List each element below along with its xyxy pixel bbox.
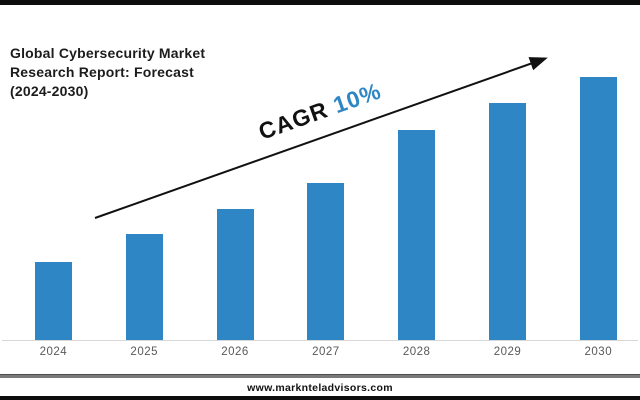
bar-2028	[398, 130, 436, 340]
x-axis-label-2028: 2028	[402, 346, 431, 358]
bar-2029	[489, 103, 526, 340]
x-axis-label-2024: 2024	[39, 346, 68, 358]
footer-website: www.marknteladvisors.com	[247, 382, 393, 394]
bar-2026	[216, 209, 254, 340]
bar-2027	[307, 183, 345, 340]
top-border-bar	[0, 0, 640, 5]
bar-2025	[125, 234, 163, 340]
x-axis-label-2026: 2026	[221, 346, 249, 358]
bar-2024	[34, 262, 72, 340]
bottom-border-bar	[0, 396, 640, 400]
bar-2030	[579, 77, 617, 340]
x-axis-label-2025: 2025	[130, 346, 159, 358]
x-axis-line	[2, 340, 638, 341]
x-axis-label-2027: 2027	[312, 346, 340, 358]
x-axis-label-2030: 2030	[584, 346, 613, 358]
x-axis-label-2029: 2029	[493, 346, 522, 358]
footer-divider	[0, 374, 640, 378]
